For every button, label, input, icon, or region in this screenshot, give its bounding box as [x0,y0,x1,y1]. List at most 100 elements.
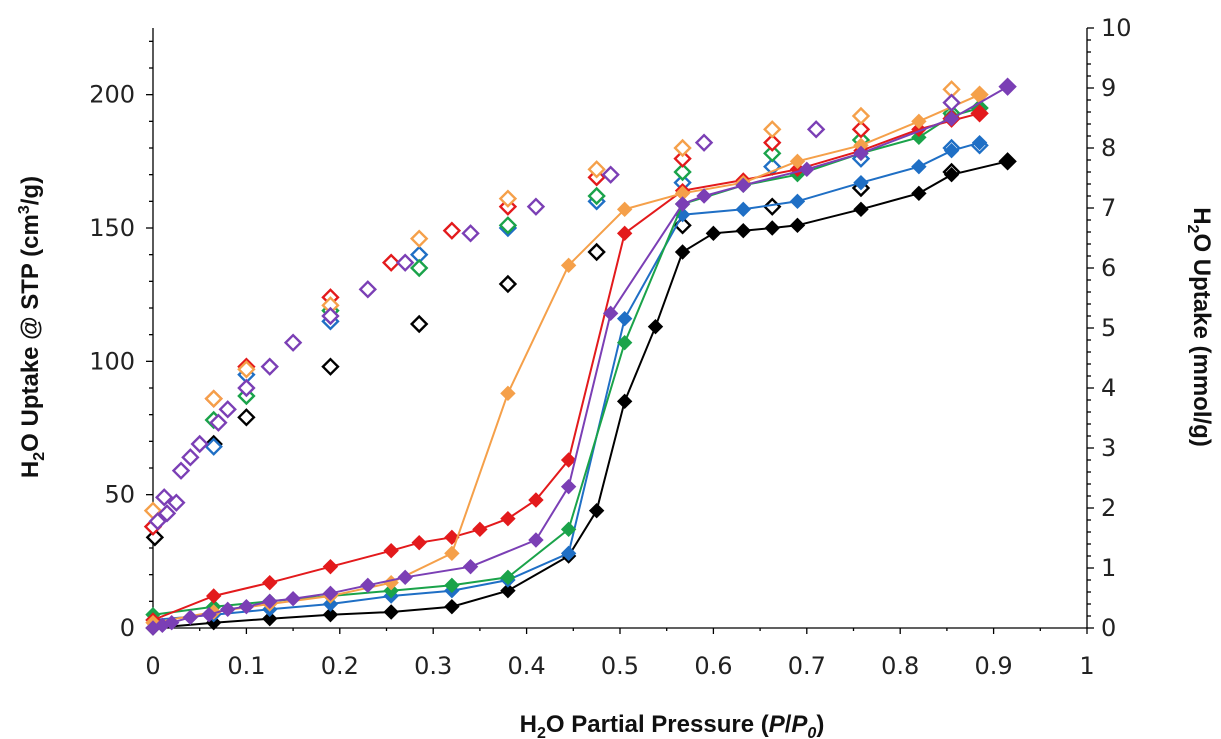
adsorption-point [163,614,180,631]
adsorption-point [383,574,399,591]
adsorption-point [647,318,664,335]
adsorption-point [462,558,479,575]
adsorption-point [789,153,806,170]
adsorption-point [853,145,869,162]
adsorption-point [528,532,544,548]
desorption-point [409,314,429,334]
y2-tick-label: 7 [1101,194,1116,222]
adsorption-point [238,598,255,615]
desorption-point [381,253,401,272]
desorption-point [763,120,782,139]
y2-tick-label: 2 [1101,494,1116,522]
desorption-point [526,197,546,216]
adsorption-point [322,585,339,602]
x-tick-label: 0.6 [694,652,732,680]
adsorption-point [616,310,633,327]
y2-tick-label: 9 [1101,74,1116,102]
adsorption-point [971,134,988,151]
adsorption-point [911,113,927,130]
desorption-point [461,224,480,243]
adsorption-point [201,606,217,623]
adsorption-point [560,545,577,562]
y2-tick-label: 10 [1101,14,1132,42]
x-tick-label: 0.2 [321,652,359,680]
adsorption-point [444,598,460,615]
adsorption-point [789,193,806,210]
adsorption-point [322,558,339,575]
x-tick-label: 0.1 [227,652,265,680]
chart-axes: 0 0.1 0.2 0.3 0.4 0.5 0.6 0.7 0.8 0.9 105010015020… [89,14,1131,680]
desorption-point [209,413,228,432]
adsorption-point [500,569,516,586]
adsorption-point [705,225,722,242]
adsorption-point [588,502,605,519]
desorption-point [395,253,415,272]
adsorption-line [152,93,981,624]
adsorption-point [500,582,516,599]
y2-tick-label: 1 [1101,554,1116,582]
desorption-point [673,149,692,168]
adsorption-point [799,161,815,178]
adsorption-point [322,596,339,612]
adsorption-point [500,385,516,402]
x-tick-label: 1 [1079,652,1094,680]
desorption-point [167,493,186,512]
y2-tick-label: 0 [1101,614,1116,642]
adsorption-point [383,582,399,599]
desorption-point [148,512,167,531]
series-5 [145,77,1017,636]
adsorption-point [182,609,199,626]
adsorption-point [560,452,577,468]
desorption-point [601,165,620,184]
desorption-point [409,229,429,248]
desorption-point [763,144,782,163]
desorption-point [942,93,961,112]
desorption-point [204,389,223,408]
adsorption-point [911,185,927,202]
desorption-point [587,242,606,262]
adsorption-point [735,222,751,239]
desorption-point [218,400,237,419]
adsorption-point [397,569,413,586]
adsorption-point [911,129,927,146]
desorption-point [587,160,606,179]
adsorption-point [789,217,806,234]
desorption-point [237,408,256,427]
y2-tick-label: 4 [1101,374,1116,402]
desorption-point [587,186,606,206]
desorption-point [321,306,340,326]
desorption-point [283,333,303,352]
desorption-point [673,138,692,158]
adsorption-point [999,153,1016,170]
adsorption-point [206,588,222,604]
adsorption-point [943,166,960,183]
adsorption-point [560,521,577,538]
desorption-point [763,133,782,152]
desorption-point [157,504,177,523]
adsorption-point [220,601,236,618]
y2-axis-title: H2O Uptake (mmol/g) [1184,207,1215,447]
y2-tick-label: 6 [1101,254,1116,282]
adsorption-point [322,606,339,623]
adsorption-point [616,225,633,242]
adsorption-point [696,188,712,204]
adsorption-point [528,492,544,508]
y-axis-title: H2O Uptake @ STP (cm3/g) [16,176,48,478]
adsorption-point [971,105,988,122]
desorption-point [181,448,200,467]
adsorption-point [444,577,460,594]
adsorption-point [616,334,633,351]
adsorption-point [262,593,278,610]
adsorption-line [152,160,1008,629]
desorption-point [673,162,692,182]
adsorption-point [444,545,460,562]
x-tick-label: 0 [145,652,160,680]
x-tick-label: 0.4 [508,652,546,680]
y-tick-label: 150 [89,214,135,242]
adsorption-point [383,604,399,620]
series-0 [145,152,1017,636]
adsorption-point [560,257,577,274]
desorption-point [155,488,174,507]
adsorption-point [285,590,301,607]
